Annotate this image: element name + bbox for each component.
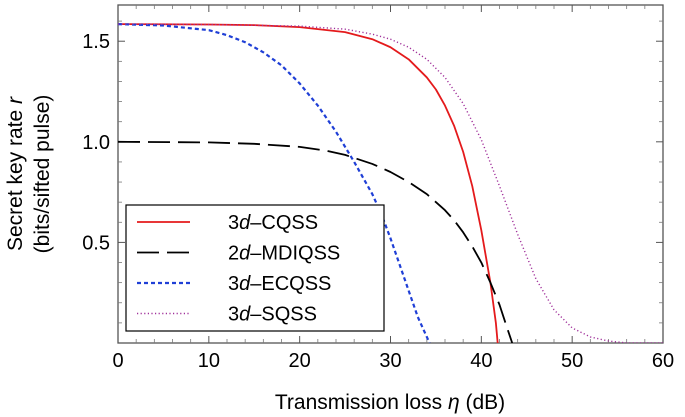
y-tick-label: 1.0 bbox=[82, 132, 110, 154]
y-axis-ticks: 0.5 1.0 1.5 bbox=[82, 20, 663, 324]
x-tick-label: 30 bbox=[379, 350, 401, 372]
x-tick-label: 0 bbox=[112, 350, 123, 372]
series-line-3d-sqss bbox=[118, 23, 663, 343]
y-axis-label-unit: (bits/sifted pulse) bbox=[31, 95, 54, 254]
legend-label: 3d–ECQSS bbox=[228, 273, 331, 295]
x-tick-label: 60 bbox=[652, 350, 674, 372]
series-layer bbox=[118, 23, 663, 343]
legend: 3d–CQSS 2d–MDIQSS 3d–ECQSS 3d–SQSS bbox=[125, 204, 385, 332]
svg-text:Secret key rate r: Secret key rate r bbox=[4, 96, 27, 251]
x-tick-label: 10 bbox=[198, 350, 220, 372]
x-tick-label: 20 bbox=[289, 350, 311, 372]
legend-label: 3d–CQSS bbox=[228, 212, 318, 234]
x-axis-label: Transmission loss η (dB) bbox=[275, 391, 505, 414]
x-tick-label: 50 bbox=[561, 350, 583, 372]
legend-box bbox=[125, 204, 385, 332]
series-line-3d-ecqss bbox=[118, 23, 431, 343]
y-tick-label: 1.5 bbox=[82, 31, 110, 53]
legend-label: 3d–SQSS bbox=[228, 304, 317, 326]
legend-label: 2d–MDIQSS bbox=[228, 243, 340, 265]
series-line-2d-mdiqss bbox=[118, 140, 514, 343]
series-line-3d-cqss bbox=[118, 23, 499, 343]
x-tick-label: 40 bbox=[470, 350, 492, 372]
x-axis-ticks: 0 10 20 30 40 50 60 bbox=[112, 5, 674, 372]
y-tick-label: 0.5 bbox=[82, 232, 110, 254]
y-axis-label: Secret key rate r (bits/sifted pulse) bbox=[4, 95, 54, 254]
